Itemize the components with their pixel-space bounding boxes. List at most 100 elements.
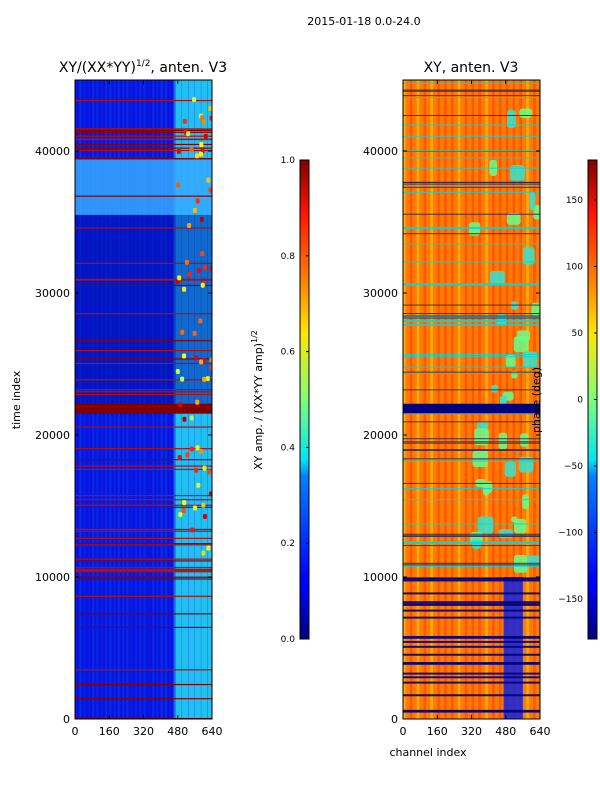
- amplitude-blob: [175, 369, 180, 375]
- phase-colorbar-tick-label: −150: [558, 595, 583, 605]
- phase-stripe: [444, 80, 447, 719]
- phase-time-row: [403, 640, 540, 643]
- amplitude-time-row: [75, 158, 212, 160]
- phase-time-row: [403, 323, 540, 325]
- phase-time-row: [403, 366, 540, 368]
- phase-stripe: [450, 80, 454, 719]
- amplitude-time-row: [75, 499, 212, 501]
- amplitude-blob: [182, 353, 187, 359]
- amplitude-time-row: [75, 426, 212, 428]
- amplitude-blob: [195, 445, 200, 451]
- phase-time-row: [403, 460, 540, 462]
- phase-time-row: [403, 681, 540, 684]
- phase-time-row: [403, 324, 540, 326]
- phase-time-row: [403, 694, 540, 697]
- amplitude-time-row: [75, 128, 212, 130]
- phase-time-row: [403, 542, 540, 544]
- amplitude-blob: [208, 187, 212, 193]
- amplitude-ratio-panel: XY/(XX*YY)1/2, anten. V3 0 160 320 480 640 0 1…: [10, 59, 227, 738]
- phase-cyan-patch: [526, 555, 540, 566]
- amplitude-blob: [177, 275, 182, 281]
- phase-heatmap: [403, 80, 540, 719]
- amplitude-blob: [196, 267, 201, 273]
- amplitude-time-row: [75, 578, 212, 580]
- phase-time-row: [403, 157, 540, 159]
- phase-time-row: [403, 283, 540, 285]
- phase-time-row: [403, 601, 540, 604]
- amplitude-time-row: [75, 362, 212, 365]
- amplitude-ytick-label: 20000: [35, 429, 70, 442]
- amplitude-blob: [200, 115, 205, 121]
- phase-colorbar: −150 −100 −50 0 50 100 150 phase (deg): [530, 159, 598, 640]
- amplitude-time-row: [75, 135, 212, 137]
- amplitude-blob: [184, 259, 189, 265]
- phase-cyan-patch: [506, 212, 521, 225]
- phase-time-row: [403, 577, 540, 580]
- amplitude-time-row: [75, 626, 212, 629]
- amplitude-blob: [189, 147, 194, 153]
- phase-time-row: [403, 95, 540, 97]
- amplitude-blob: [200, 282, 205, 288]
- amplitude-ytick-label: 10000: [35, 571, 70, 584]
- amplitude-blob: [202, 119, 207, 125]
- phase-time-row: [403, 124, 540, 126]
- amplitude-time-row: [75, 143, 212, 146]
- amplitude-time-row: [75, 569, 212, 572]
- phase-time-row: [403, 523, 540, 525]
- phase-stripe: [409, 80, 413, 719]
- phase-xlabel: channel index: [389, 746, 467, 759]
- phase-colorbar-tick-label: 0: [577, 396, 583, 406]
- phase-time-row: [403, 284, 540, 286]
- amplitude-time-row: [75, 504, 212, 506]
- amplitude-time-row: [75, 530, 212, 532]
- phase-time-row: [403, 458, 540, 460]
- phase-cyan-patch: [529, 192, 536, 211]
- phase-time-rows: [403, 82, 540, 713]
- phase-cyan-patch: [533, 204, 540, 220]
- amplitude-blob: [192, 208, 197, 214]
- phase-time-row: [403, 676, 540, 679]
- amplitude-blob: [182, 500, 187, 506]
- phase-time-row: [403, 304, 540, 306]
- amplitude-blob: [205, 376, 210, 382]
- amplitude-dim-region: [75, 214, 212, 410]
- amplitude-blob: [206, 545, 211, 551]
- amplitude-ytick-label: 30000: [35, 287, 70, 300]
- amplitude-time-rows: [75, 99, 212, 719]
- phase-cyan-patch: [513, 336, 529, 353]
- phase-stripe: [533, 80, 536, 719]
- phase-time-row: [403, 243, 540, 245]
- phase-axes: 0 160 320 480 640 0 10000 20000 30000 40000: [363, 80, 551, 738]
- phase-time-row: [403, 213, 540, 215]
- phase-stripe: [526, 80, 529, 719]
- phase-time-row: [403, 261, 540, 263]
- amplitude-blob: [192, 330, 197, 336]
- amplitude-saturated-band: [75, 403, 212, 414]
- amplitude-colorbar-tick-label: 0.2: [281, 539, 295, 549]
- amplitude-blob: [207, 469, 212, 475]
- phase-xtick-label: 320: [461, 725, 482, 738]
- amplitude-time-row: [75, 340, 212, 342]
- amplitude-time-row: [75, 358, 212, 360]
- phase-time-row: [403, 186, 540, 188]
- amplitude-time-row: [75, 279, 212, 281]
- phase-time-row: [403, 316, 540, 318]
- amplitude-time-row: [75, 138, 212, 141]
- phase-ytick-label: 20000: [363, 429, 398, 442]
- phase-cyan-patch: [490, 270, 505, 285]
- amplitude-blob: [187, 222, 192, 228]
- phase-cyan-patch: [523, 351, 538, 368]
- amplitude-time-row: [75, 149, 212, 152]
- phase-stripe: [492, 80, 495, 719]
- phase-time-row: [403, 562, 540, 564]
- phase-stripe: [423, 80, 427, 719]
- phase-ytick-label: 0: [391, 713, 398, 726]
- amplitude-colorbar-tick-label: 1.0: [281, 156, 296, 166]
- phase-cyan-patch: [518, 456, 534, 473]
- amplitude-blob: [203, 133, 208, 139]
- phase-time-row: [403, 354, 540, 356]
- amplitude-xtick-label: 320: [133, 725, 154, 738]
- amplitude-blob: [201, 502, 206, 508]
- phase-time-row: [403, 545, 540, 547]
- phase-ytick-label: 40000: [363, 145, 398, 158]
